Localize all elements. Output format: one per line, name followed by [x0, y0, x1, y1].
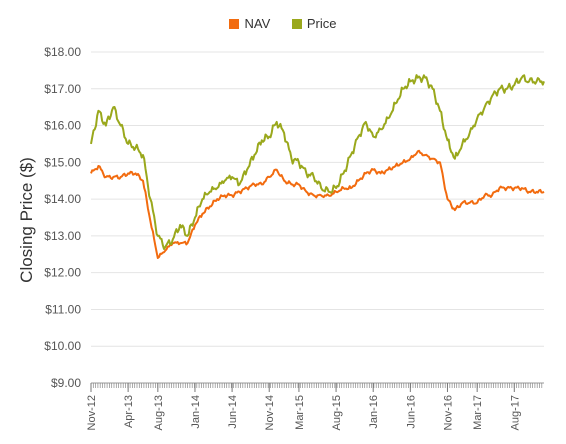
legend-swatch-nav	[229, 19, 240, 29]
x-tick-label: Jan-16	[368, 395, 380, 429]
legend: NAV Price	[0, 16, 566, 31]
x-axis: Nov-12 Apr-13 Aug-13 Jan-14 Jun-14 Nov-14 Mar-…	[86, 382, 544, 430]
x-tick-label: Jan-14	[190, 395, 202, 429]
x-tick-label: Mar-15	[294, 395, 306, 430]
legend-item-nav[interactable]: NAV	[229, 16, 270, 31]
y-tick-label: $15.00	[44, 155, 81, 169]
legend-label-nav: NAV	[244, 16, 271, 31]
series-lines	[90, 74, 545, 259]
y-tick-label: $10.00	[44, 339, 81, 353]
legend-swatch-price	[291, 19, 302, 29]
x-tick-label: Jun-14	[227, 395, 239, 429]
y-axis: $9.00 $10.00 $11.00 $12.00 $13.00 $14.00 $15.0…	[44, 45, 81, 390]
y-tick-label: $13.00	[44, 229, 81, 243]
x-tick-label: Aug-13	[153, 395, 165, 430]
y-tick-label: $9.00	[51, 376, 81, 390]
series-line-nav	[90, 149, 545, 259]
y-tick-label: $16.00	[44, 119, 81, 133]
legend-label-price: Price	[306, 16, 337, 31]
y-tick-label: $11.00	[45, 302, 81, 316]
x-tick-label: Aug-17	[509, 395, 521, 430]
y-tick-label: $18.00	[44, 45, 81, 59]
legend-item-price[interactable]: Price	[291, 16, 337, 31]
y-tick-label: $17.00	[44, 82, 81, 96]
series-line-price	[90, 74, 545, 250]
y-axis-label: Closing Price ($)	[17, 157, 36, 283]
x-tick-label: Nov-16	[442, 395, 454, 430]
y-tick-label: $12.00	[44, 266, 81, 280]
x-tick-label: Jun-16	[405, 395, 417, 429]
x-tick-label: Aug-15	[331, 395, 343, 430]
y-tick-label: $14.00	[44, 192, 81, 206]
x-tick-label: Nov-12	[86, 395, 98, 430]
x-tick-label: Nov-14	[264, 395, 276, 430]
grid-lines	[91, 51, 544, 384]
x-tick-label: Mar-17	[472, 395, 484, 430]
x-tick-label: Apr-13	[123, 395, 135, 428]
